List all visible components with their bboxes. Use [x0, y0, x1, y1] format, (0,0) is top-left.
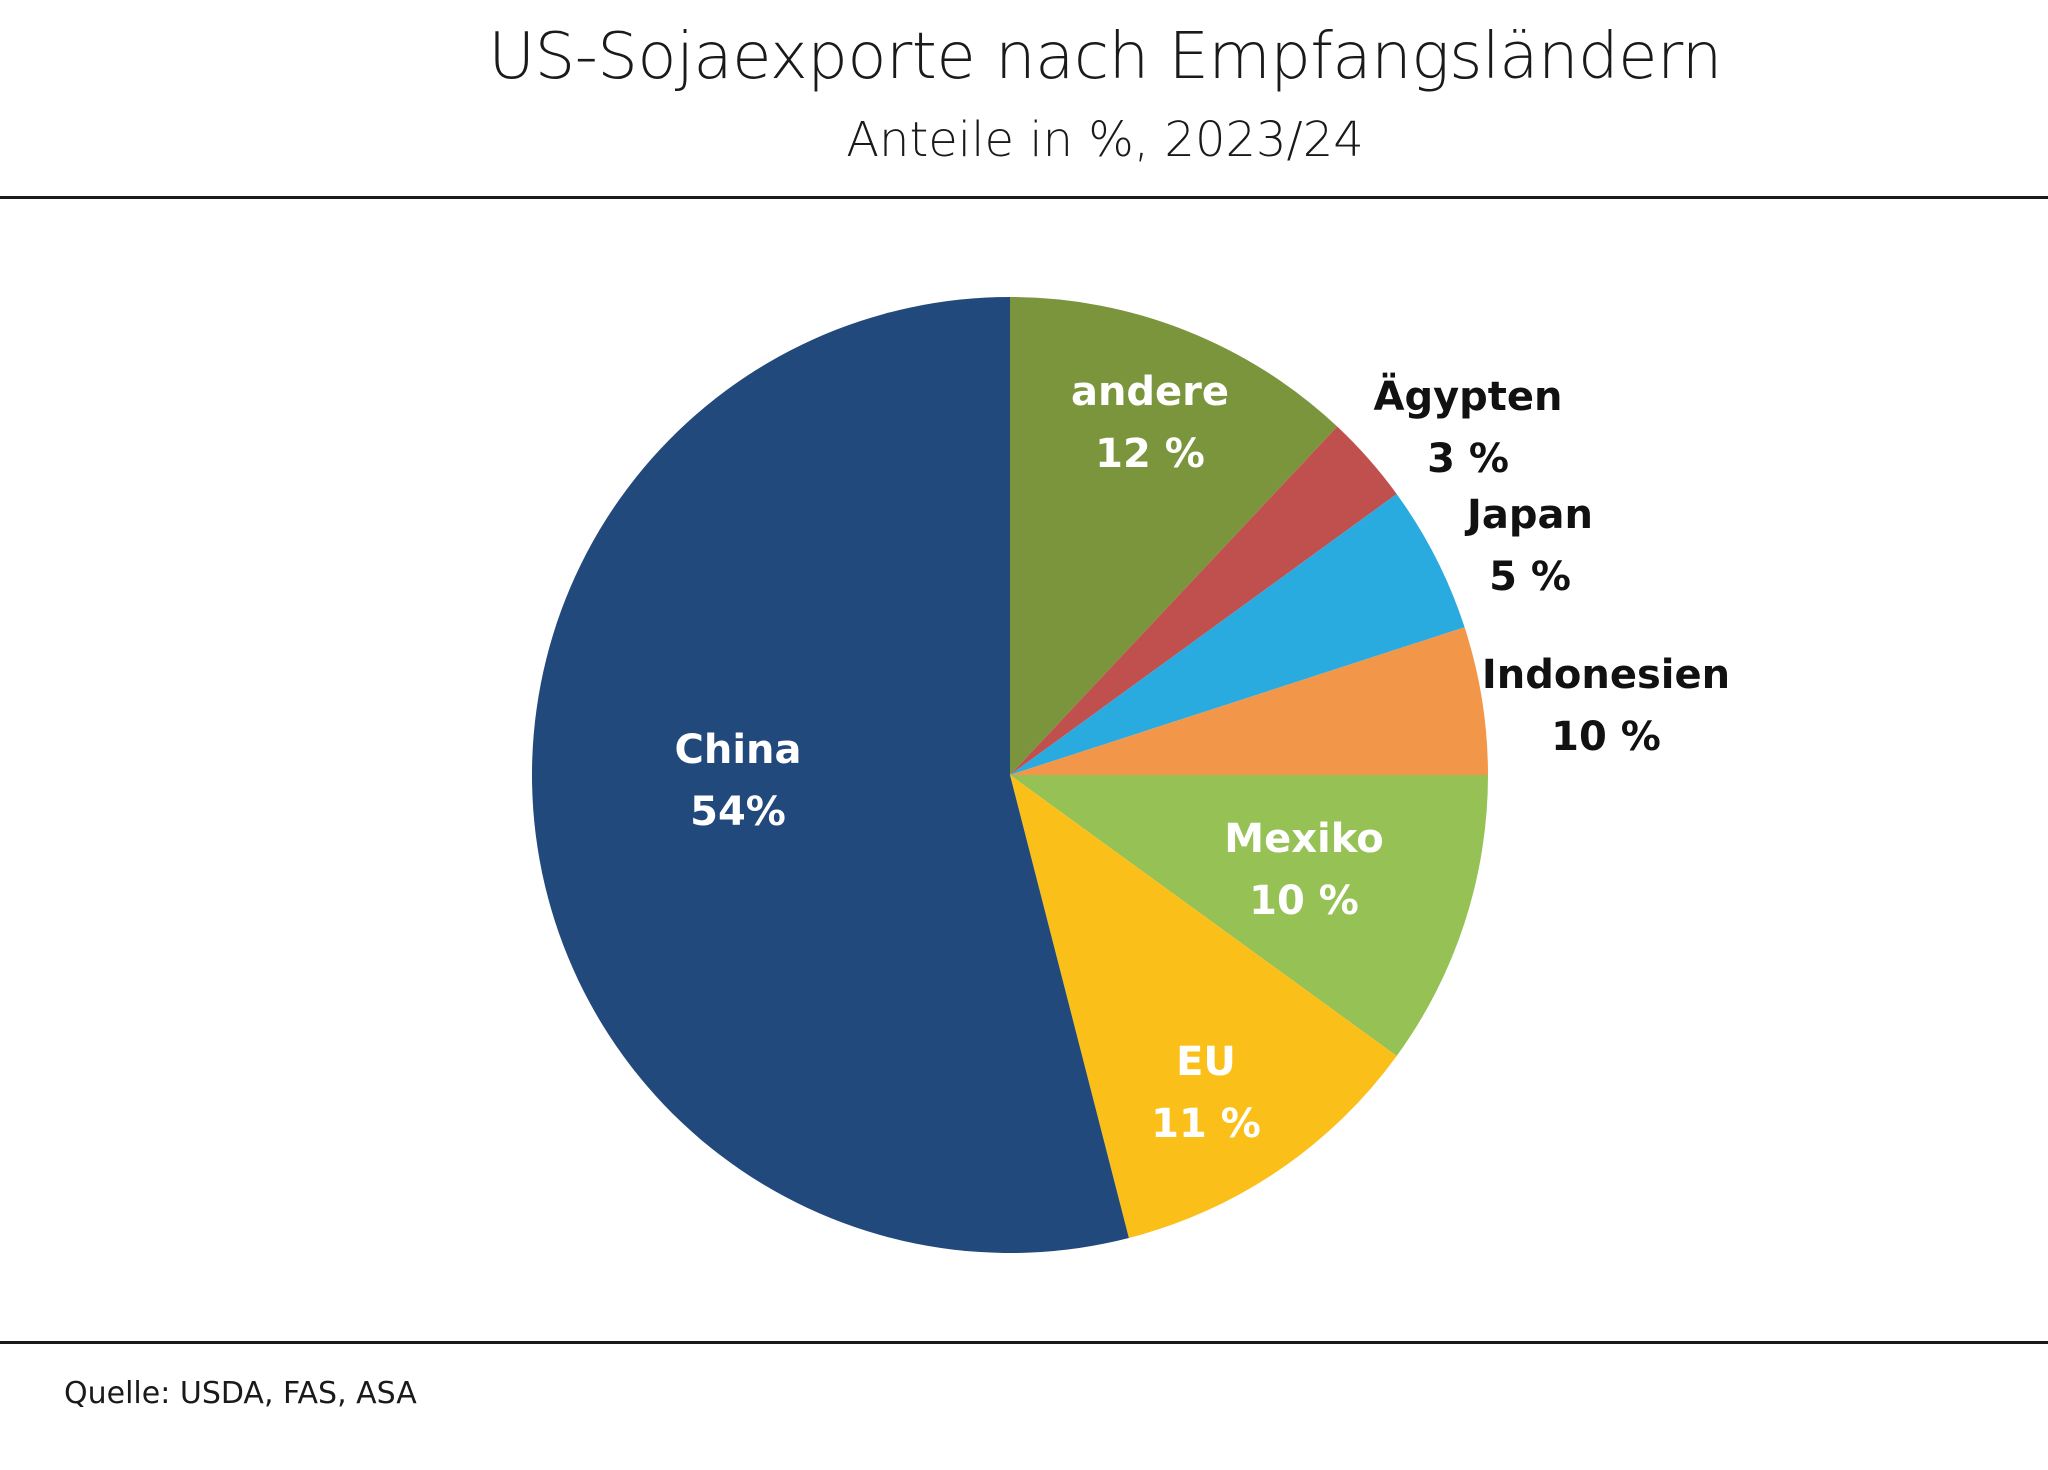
slice-name-label: Ägypten — [1373, 372, 1562, 420]
slice-name-label: China — [674, 727, 801, 773]
slice-name-label: Indonesien — [1482, 652, 1730, 698]
pie-slice-ägypten — [1010, 426, 1397, 775]
slice-name-label: Mexiko — [1224, 816, 1383, 862]
bottom-divider — [0, 1341, 2048, 1344]
pie-slice-china — [531, 297, 1129, 1253]
slice-name-label: andere — [1071, 369, 1229, 415]
chart-subtitle: Anteile in %, 2023/24 — [846, 112, 1364, 168]
slice-name-label: EU — [1176, 1039, 1236, 1085]
slice-value-label: 5 % — [1489, 554, 1571, 600]
pie-slice-andere — [1010, 297, 1338, 775]
pie-slice-mexiko — [1010, 775, 1488, 1056]
source-note: Quelle: USDA, FAS, ASA — [64, 1376, 417, 1411]
chart-title: US-Sojaexporte nach Empfangsländern — [488, 20, 1722, 94]
slice-value-label: 10 % — [1249, 878, 1359, 924]
top-divider — [0, 196, 2048, 199]
pie-slice-eu — [1010, 775, 1397, 1238]
slice-value-label: 3 % — [1427, 436, 1509, 482]
pie-slice-japan — [1010, 494, 1465, 775]
slice-value-label: 54% — [690, 789, 786, 835]
slice-value-label: 12 % — [1095, 431, 1205, 477]
slice-name-label: Japan — [1464, 492, 1593, 538]
pie-slice-indonesien — [1010, 627, 1488, 775]
slice-value-label: 11 % — [1151, 1101, 1261, 1147]
slice-value-label: 10 % — [1551, 714, 1661, 760]
